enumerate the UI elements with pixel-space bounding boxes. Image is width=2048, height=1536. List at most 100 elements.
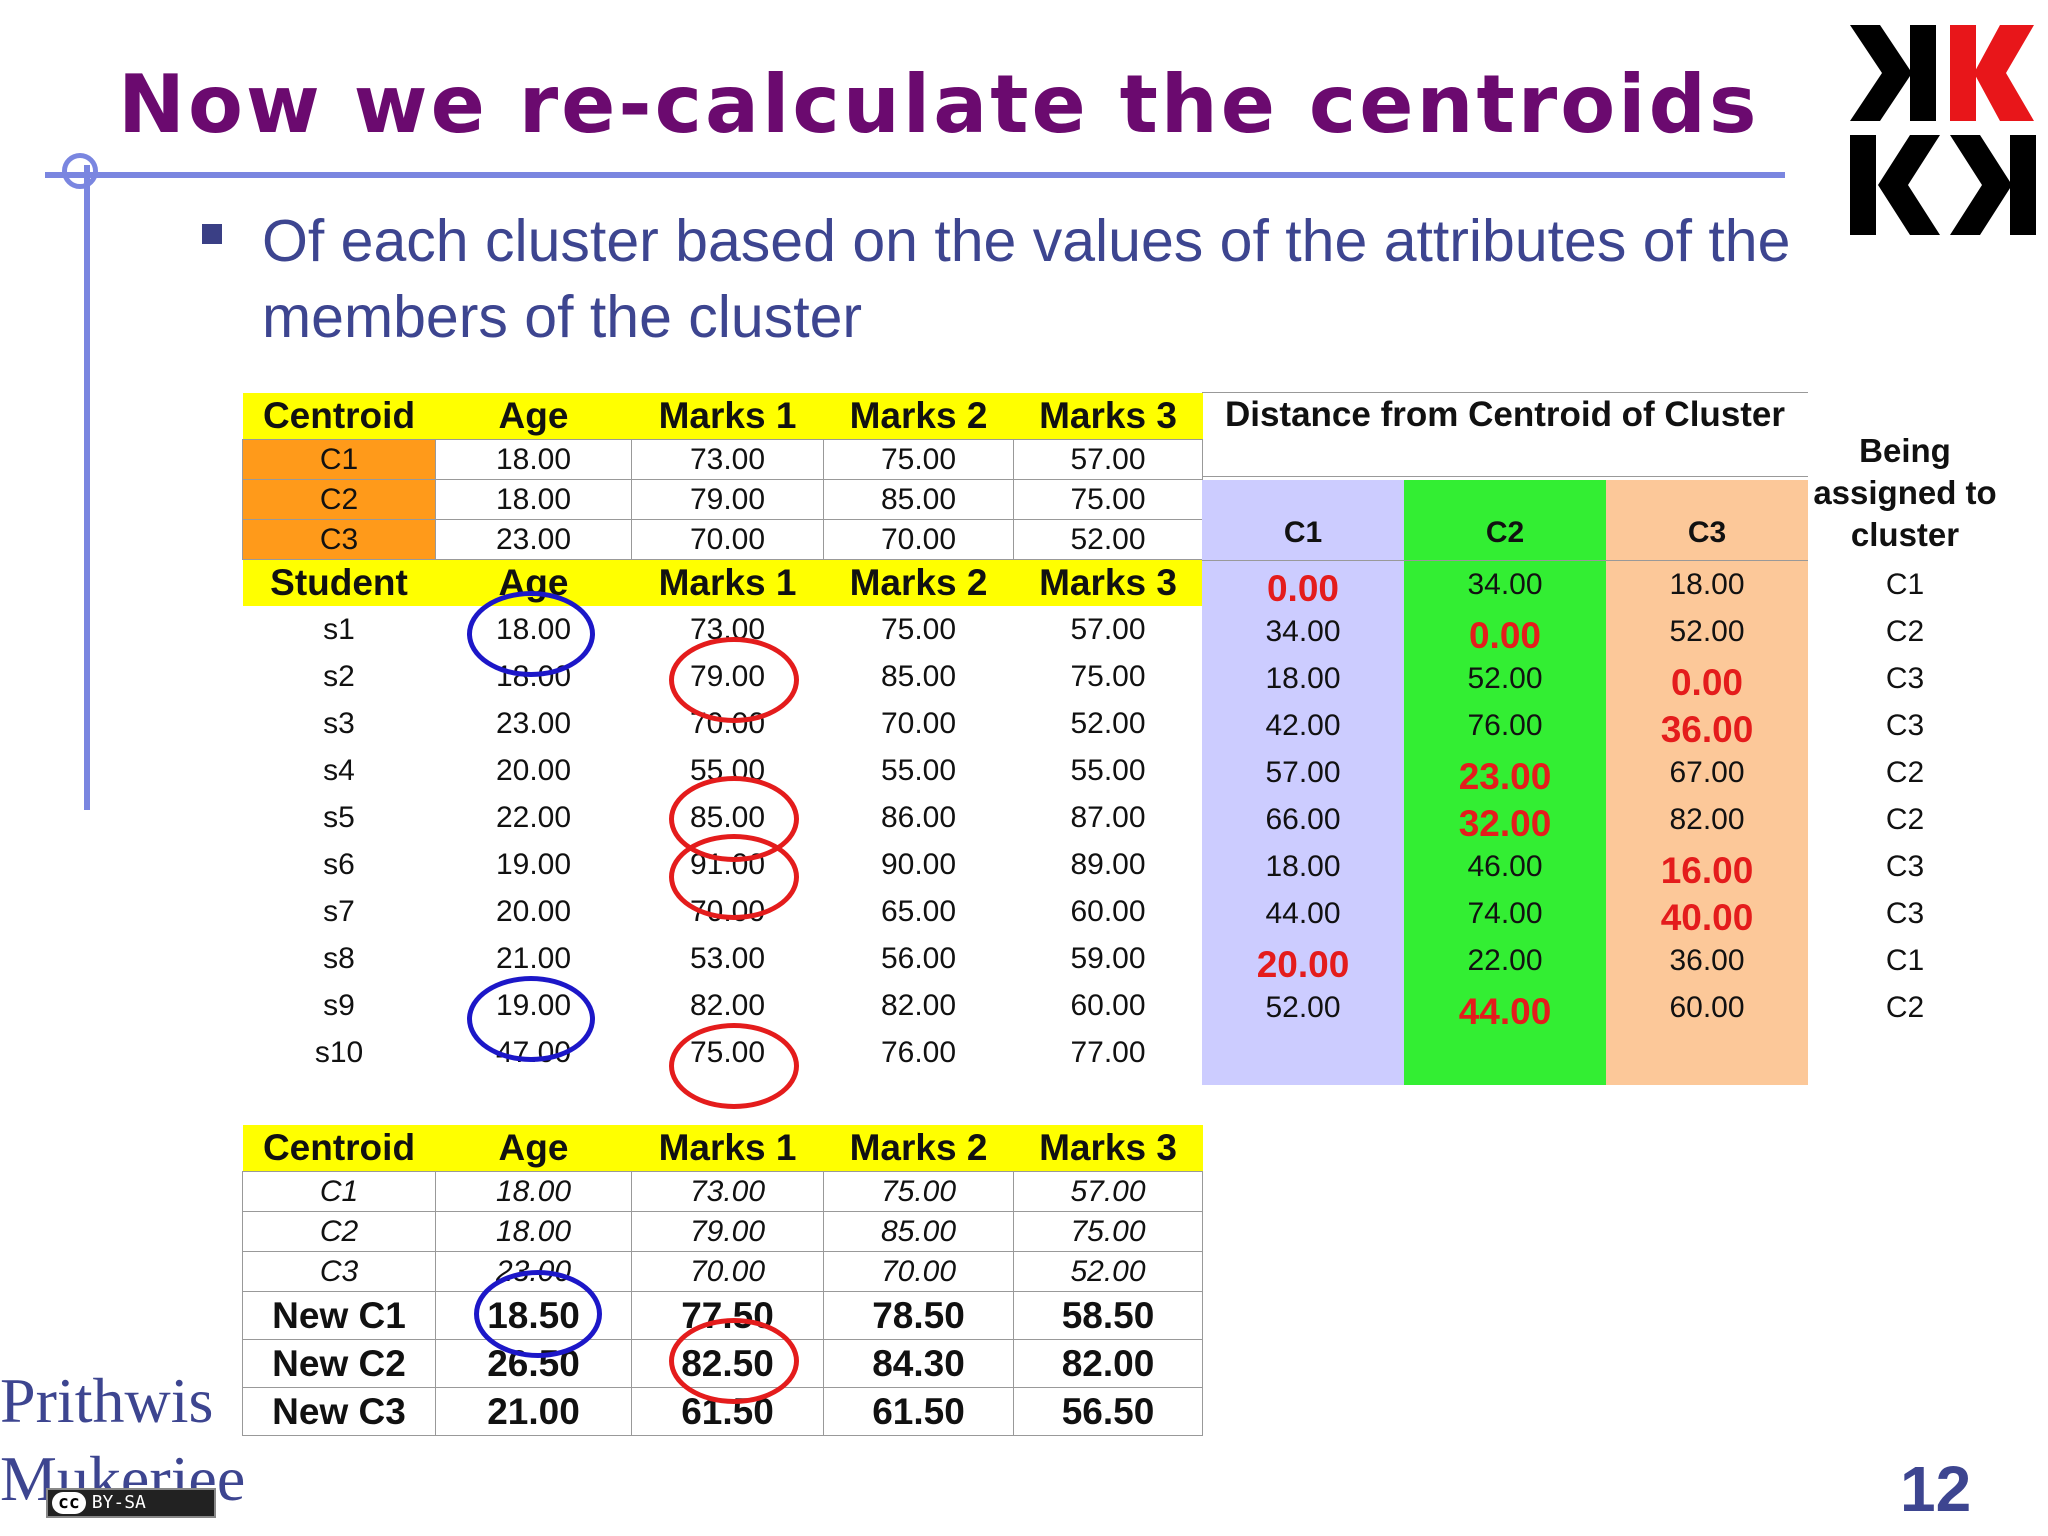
centroid-label: New C1 xyxy=(242,1291,436,1340)
header-student: Student xyxy=(242,559,436,606)
distance-column-c1: C1 0.00 34.00 18.00 42.00 57.00 66.00 18.00 44.… xyxy=(1202,480,1404,1085)
slide-subtitle: Of each cluster based on the values of t… xyxy=(262,208,1791,350)
distance-title: Distance from Centroid of Cluster xyxy=(1202,392,1808,477)
student-m3: 57.00 xyxy=(1070,612,1146,646)
distance-header-c1: C1 xyxy=(1202,480,1404,561)
new-centroid-header-row: Centroid Age Marks 1 Marks 2 Marks 3 xyxy=(242,1125,1203,1172)
distance-value: 66.00 xyxy=(1265,803,1341,836)
distance-value: 44.00 xyxy=(1265,897,1341,930)
distance-value: 36.00 xyxy=(1669,944,1745,977)
student-id: s6 xyxy=(323,847,355,881)
cell: 23.00 xyxy=(435,1251,632,1292)
cell: 52.00 xyxy=(1013,519,1203,560)
centroid-row: C3 23.00 70.00 70.00 52.00 xyxy=(242,519,1203,560)
student-row: s5 22.00 85.00 86.00 87.00 xyxy=(243,794,1203,841)
cell: 56.50 xyxy=(1013,1387,1203,1436)
cell: 75.00 xyxy=(823,439,1014,480)
student-m1: 82.00 xyxy=(689,988,766,1022)
student-row: s6 19.00 91.00 90.00 89.00 xyxy=(243,841,1203,888)
cell: 57.00 xyxy=(1013,439,1203,480)
header-marks1: Marks 1 xyxy=(631,1125,824,1172)
student-row: s8 21.00 53.00 56.00 59.00 xyxy=(243,935,1203,982)
distance-header-c3: C3 xyxy=(1606,480,1808,561)
student-age: 47.00 xyxy=(495,1035,572,1069)
student-row: s3 23.00 70.00 70.00 52.00 xyxy=(243,700,1203,747)
cell: 21.00 xyxy=(435,1387,632,1436)
cell: 82.50 xyxy=(631,1339,824,1388)
distance-column-c2: C2 34.00 0.00 52.00 76.00 23.00 32.00 46.00 74.… xyxy=(1404,480,1606,1085)
distance-value: 34.00 xyxy=(1467,568,1543,601)
distance-value: 40.00 xyxy=(1660,897,1754,938)
student-row: s7 20.00 70.00 65.00 60.00 xyxy=(243,888,1203,935)
cell: 79.00 xyxy=(631,479,824,520)
cell: 23.00 xyxy=(435,519,632,560)
cell: 78.50 xyxy=(823,1291,1014,1340)
assigned-header: Being assigned to cluster xyxy=(1813,432,1997,553)
distance-value: 18.00 xyxy=(1669,568,1745,601)
centroid-label: New C3 xyxy=(242,1387,436,1436)
distance-value: 0.00 xyxy=(1468,615,1541,656)
old-centroid-row: C3 23.00 70.00 70.00 52.00 xyxy=(242,1251,1203,1292)
student-row: s9 19.00 82.00 82.00 60.00 xyxy=(243,982,1203,1029)
student-m2: 65.00 xyxy=(880,894,957,928)
distance-value: 22.00 xyxy=(1467,944,1543,977)
student-m1: 70.00 xyxy=(689,894,766,928)
new-centroid-table: Centroid Age Marks 1 Marks 2 Marks 3 C1 1… xyxy=(242,1125,1203,1436)
student-m2: 56.00 xyxy=(880,941,957,975)
student-id: s2 xyxy=(323,659,355,693)
student-m2: 82.00 xyxy=(880,988,957,1022)
assigned-cluster: C2 xyxy=(1885,615,1925,648)
student-m1: 79.00 xyxy=(689,659,766,693)
student-row: s1 18.00 73.00 75.00 57.00 xyxy=(243,606,1203,653)
header-centroid: Centroid xyxy=(242,393,436,440)
assigned-cluster: C1 xyxy=(1885,944,1925,977)
cell: 18.50 xyxy=(435,1291,632,1340)
slide-title: Now we re-calculate the centroids xyxy=(118,58,1760,151)
new-centroid-row: New C2 26.50 82.50 84.30 82.00 xyxy=(242,1339,1203,1388)
student-m2: 86.00 xyxy=(880,800,957,834)
cell: 77.50 xyxy=(631,1291,824,1340)
student-m3: 87.00 xyxy=(1070,800,1146,834)
distance-value: 57.00 xyxy=(1265,756,1341,789)
student-row: s10 47.00 75.00 76.00 77.00 xyxy=(243,1029,1203,1076)
student-m3: 75.00 xyxy=(1070,659,1146,693)
student-row: s4 20.00 55.00 55.00 55.00 xyxy=(243,747,1203,794)
distance-value: 0.00 xyxy=(1670,662,1743,703)
distance-value: 23.00 xyxy=(1458,756,1552,797)
student-age: 18.00 xyxy=(495,659,572,693)
student-id: s3 xyxy=(323,706,355,740)
assigned-cluster: C2 xyxy=(1885,756,1925,789)
student-m3: 77.00 xyxy=(1070,1035,1146,1069)
student-m3: 89.00 xyxy=(1070,847,1146,881)
centroid-row: C1 18.00 73.00 75.00 57.00 xyxy=(242,439,1203,480)
student-m1: 75.00 xyxy=(689,1035,766,1069)
centroid-student-table: Centroid Age Marks 1 Marks 2 Marks 3 C1 … xyxy=(242,393,1203,1076)
distance-value: 20.00 xyxy=(1256,944,1350,985)
cell: 70.00 xyxy=(823,519,1014,560)
distance-value: 44.00 xyxy=(1458,991,1552,1032)
student-age: 19.00 xyxy=(495,988,572,1022)
header-age: Age xyxy=(435,393,632,440)
student-age: 20.00 xyxy=(495,894,572,928)
cell: 61.50 xyxy=(823,1387,1014,1436)
header-marks1: Marks 1 xyxy=(631,393,824,440)
student-m1: 53.00 xyxy=(689,941,766,975)
distance-value: 18.00 xyxy=(1265,850,1341,883)
cell: 70.00 xyxy=(631,519,824,560)
distance-column-c3: C3 18.00 52.00 0.00 36.00 67.00 82.00 16.00 40.… xyxy=(1606,480,1808,1085)
cell: 82.00 xyxy=(1013,1339,1203,1388)
rule-ring-ornament xyxy=(62,153,98,189)
cc-license-badge[interactable]: cc BY-SA xyxy=(46,1488,216,1518)
student-m3: 60.00 xyxy=(1070,988,1146,1022)
student-m2: 55.00 xyxy=(880,753,957,787)
student-m2: 75.00 xyxy=(880,612,957,646)
cell: 26.50 xyxy=(435,1339,632,1388)
old-centroid-row: C2 18.00 79.00 85.00 75.00 xyxy=(242,1211,1203,1252)
distance-value: 76.00 xyxy=(1467,709,1543,742)
header-marks3: Marks 3 xyxy=(1013,559,1203,606)
cell: 52.00 xyxy=(1013,1251,1203,1292)
assigned-cluster: C3 xyxy=(1885,709,1925,742)
cell: 18.00 xyxy=(435,1171,632,1212)
student-id: s5 xyxy=(323,800,355,834)
centroid-label: C1 xyxy=(242,439,436,480)
